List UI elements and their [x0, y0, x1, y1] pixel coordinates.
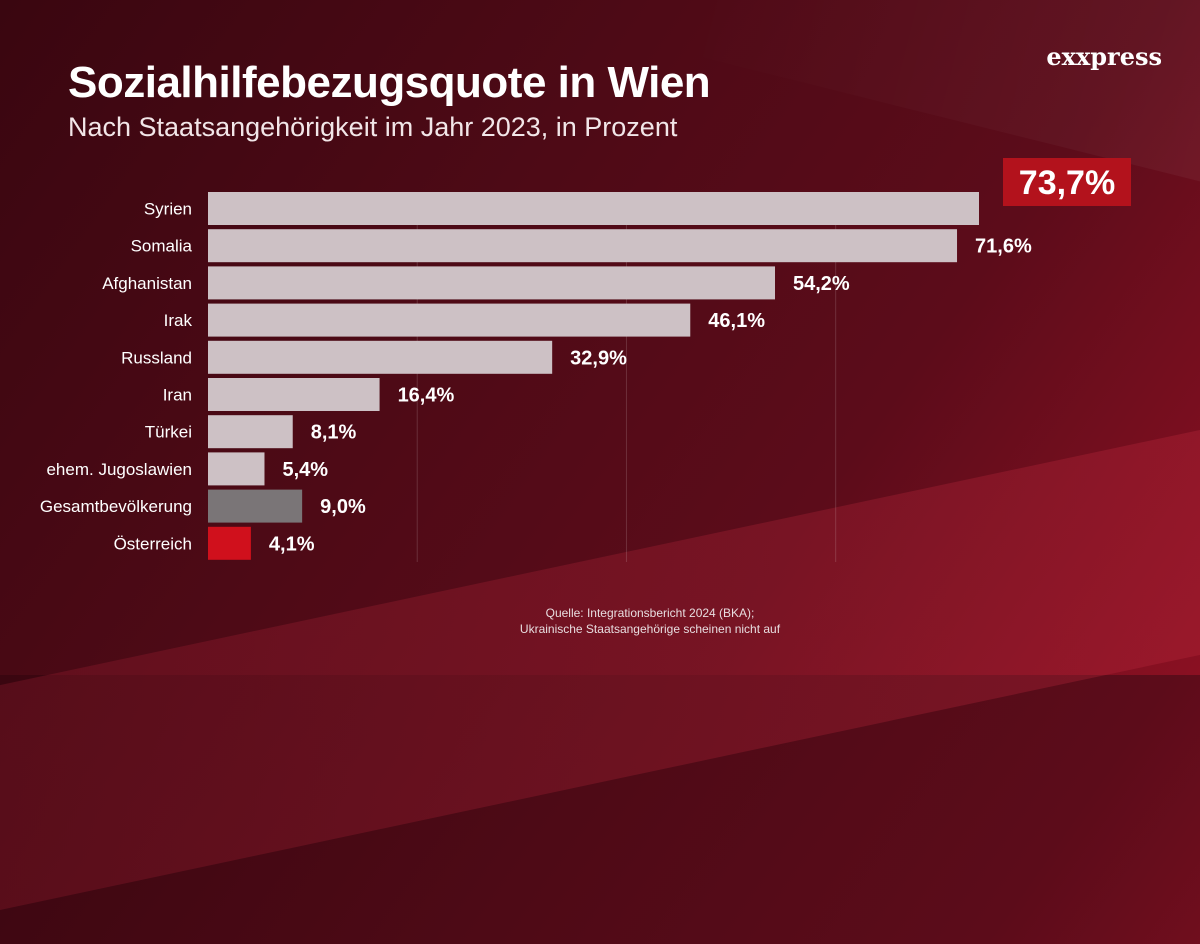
category-label: Iran: [163, 386, 192, 405]
bar: [208, 526, 251, 560]
bar: [208, 229, 958, 263]
category-label: Gesamtbevölkerung: [40, 497, 192, 516]
bar: [208, 266, 776, 300]
bar: [208, 340, 553, 374]
value-label: 4,1%: [269, 533, 315, 555]
value-label: 16,4%: [398, 385, 455, 407]
chart-subtitle: Nach Staatsangehörigkeit im Jahr 2023, i…: [68, 112, 678, 142]
category-label: Irak: [164, 311, 193, 330]
value-label: 54,2%: [793, 273, 850, 295]
value-highlight-box: [1003, 158, 1131, 206]
bar: [208, 489, 303, 523]
chart-title: Sozialhilfebezugsquote in Wien: [68, 58, 711, 107]
source-note: Quelle: Integrationsbericht 2024 (BKA); …: [400, 605, 900, 637]
category-label: Syrien: [144, 200, 192, 219]
category-label: Türkei: [145, 423, 192, 442]
value-label: 9,0%: [320, 496, 366, 518]
bar: [208, 303, 691, 337]
category-label: Somalia: [131, 237, 193, 256]
value-label: 73,7%: [1019, 164, 1115, 202]
bar: [208, 378, 380, 411]
bar: [208, 192, 979, 225]
brand-logo: exxpress: [1046, 42, 1162, 71]
category-label: ehem. Jugoslawien: [46, 460, 192, 479]
value-label: 46,1%: [708, 310, 765, 332]
source-line-1: Quelle: Integrationsbericht 2024 (BKA);: [545, 606, 755, 620]
bar: [208, 415, 293, 449]
source-line-2: Ukrainische Staatsangehörige scheinen ni…: [519, 622, 781, 636]
value-label: 5,4%: [282, 459, 328, 481]
value-label: 32,9%: [570, 347, 627, 369]
category-label: Afghanistan: [102, 274, 192, 293]
value-label: 71,6%: [975, 236, 1032, 258]
category-label: Russland: [121, 348, 192, 367]
bar-chart: Syrien 73,7% Somalia 71,6% Afghanistan 54,2% I…: [40, 158, 1131, 560]
bar: [208, 452, 265, 486]
category-label: Österreich: [114, 534, 192, 553]
value-label: 8,1%: [311, 422, 357, 444]
